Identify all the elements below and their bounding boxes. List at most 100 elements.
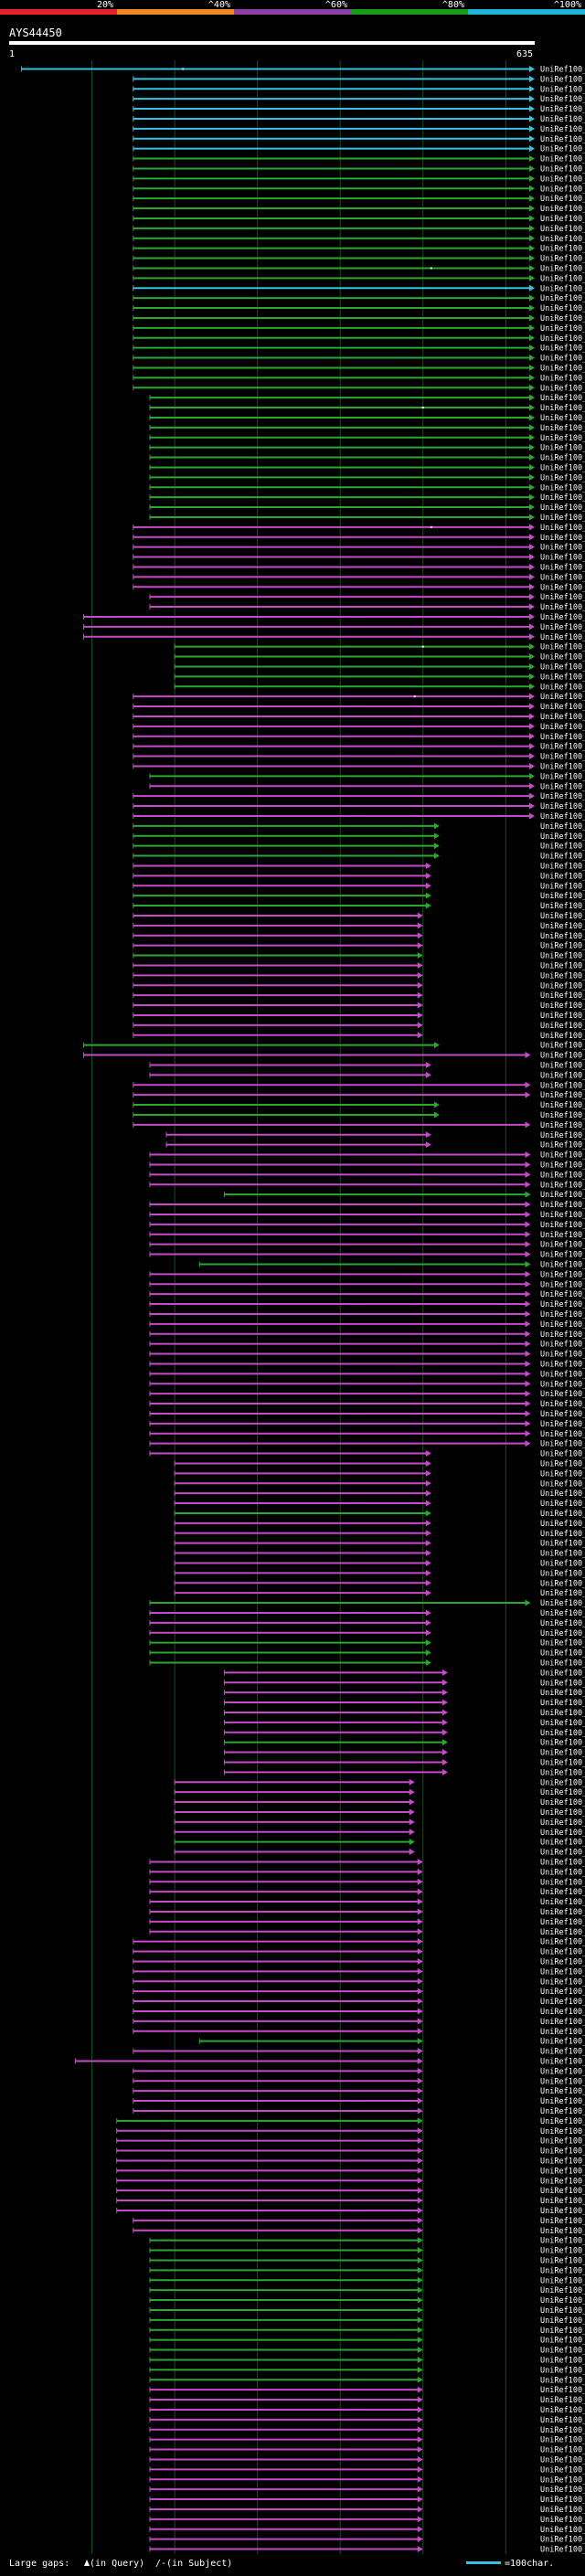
hit-label[interactable]: UniRef100_Q03640 xyxy=(540,1798,585,1807)
hit-label[interactable]: UniRef100_Q6CNU3 xyxy=(540,2217,585,2226)
hit-label[interactable]: UniRef100_A4QQ64 xyxy=(540,1410,585,1419)
hit-label[interactable]: UniRef100_C4P5D0 xyxy=(540,1081,585,1090)
hit-label[interactable]: UniRef100_A2QRA9 xyxy=(540,2207,585,2216)
hit-label[interactable]: UniRef100_C7SFW1 xyxy=(540,1370,585,1379)
hit-label[interactable]: UniRef100_A6Q915 xyxy=(540,1908,585,1917)
hit-label[interactable]: UniRef100_Q8LBV6 xyxy=(540,633,585,642)
hit-label[interactable]: UniRef100_A6LA19 xyxy=(540,2097,585,2106)
hit-label[interactable]: UniRef100_Q2F1R7 xyxy=(540,1888,585,1897)
hit-label[interactable]: UniRef100_UP1000... xyxy=(540,2077,585,2086)
hit-label[interactable]: UniRef100_C7G0U9 xyxy=(540,1569,585,1578)
hit-label[interactable]: UniRef100_B9A3Q1 xyxy=(540,374,585,383)
hit-label[interactable]: UniRef100_C5YG05 xyxy=(540,971,585,981)
hit-label[interactable]: UniRef100_A3AJP6 xyxy=(540,1002,585,1011)
hit-label[interactable]: UniRef100_UP1000... xyxy=(540,1430,585,1439)
hit-label[interactable]: UniRef100_C5DPX9 xyxy=(540,1510,585,1519)
hit-label[interactable]: UniRef100_A9S0E4 xyxy=(540,2167,585,2176)
hit-label[interactable]: UniRef100_B3LMU8 xyxy=(540,1788,585,1797)
hit-label[interactable]: UniRef100_A6ZXJ1 xyxy=(540,1808,585,1818)
hit-label[interactable]: UniRef100_C8VSE1 xyxy=(540,1341,585,1350)
hit-label[interactable]: UniRef100_B4FEW4 xyxy=(540,1012,585,1021)
hit-label[interactable]: UniRef100_Q2V8C2 xyxy=(540,235,585,244)
hit-label[interactable]: UniRef100_UP1000... xyxy=(540,1042,585,1051)
hit-label[interactable]: UniRef100_UP1000... xyxy=(540,1121,585,1130)
hit-label[interactable]: UniRef100_B4FEX6 xyxy=(540,424,585,433)
hit-label[interactable]: UniRef100_B4G0R6 xyxy=(540,314,585,323)
hit-label[interactable]: UniRef100_B6U4F3 xyxy=(540,304,585,313)
hit-label[interactable]: UniRef100_UP1000... xyxy=(540,2327,585,2336)
hit-label[interactable]: UniRef100_Q48955 xyxy=(540,164,585,174)
hit-label[interactable]: UniRef100_Q03878 xyxy=(540,2475,585,2485)
hit-label[interactable]: UniRef100_Q9LNV5 xyxy=(540,2227,585,2236)
hit-label[interactable]: UniRef100_Q0JCT9 xyxy=(540,463,585,472)
hit-label[interactable]: UniRef100_B6TS13 xyxy=(540,922,585,931)
hit-label[interactable]: UniRef100_UP1000... xyxy=(540,2347,585,2356)
hit-label[interactable]: UniRef100_B0YC37 xyxy=(540,1400,585,1409)
hit-label[interactable]: UniRef100_Q4S934 xyxy=(540,1988,585,1997)
hit-label[interactable]: UniRef100_C5E204 xyxy=(540,1719,585,1728)
hit-label[interactable]: UniRef100_B4FUH4 xyxy=(540,942,585,951)
hit-label[interactable]: UniRef100_B3I2R7 xyxy=(540,2157,585,2166)
hit-label[interactable]: UniRef100_UP1000... xyxy=(540,2306,585,2316)
hit-label[interactable]: UniRef100_Q10HZ7 xyxy=(540,643,585,652)
hit-label[interactable]: UniRef100_Q9FFU0 xyxy=(540,892,585,901)
hit-label[interactable]: UniRef100_Q9LJL7 xyxy=(540,65,585,74)
hit-label[interactable]: UniRef100_B2AB9N xyxy=(540,1201,585,1210)
hit-label[interactable]: UniRef100_UP1000... xyxy=(540,2337,585,2346)
hit-label[interactable]: UniRef100_C4JXF1 xyxy=(540,1390,585,1399)
hit-label[interactable]: UniRef100_B9RIE9 xyxy=(540,872,585,881)
hit-label[interactable]: UniRef100_B9N4W3 xyxy=(540,105,585,114)
hit-label[interactable]: UniRef100_Q6CJZ1 xyxy=(540,1489,585,1499)
hit-label[interactable]: UniRef100_Q9SZ39 xyxy=(540,981,585,991)
hit-label[interactable]: UniRef100_C1MJ12 xyxy=(540,1948,585,1957)
hit-label[interactable]: UniRef100_C5E3C3 xyxy=(540,1540,585,1549)
hit-label[interactable]: UniRef100_Q8VZ29 xyxy=(540,1071,585,1080)
hit-label[interactable]: UniRef100_C8Z6N0 xyxy=(540,1559,585,1568)
hit-label[interactable]: UniRef100_A7P0R8 xyxy=(540,563,585,572)
hit-label[interactable]: UniRef100_B4FLS2 xyxy=(540,324,585,334)
hit-label[interactable]: UniRef100_B9F0N4 xyxy=(540,514,585,523)
hit-label[interactable]: UniRef100_Q6C489 xyxy=(540,1469,585,1479)
hit-label[interactable]: UniRef100_A9TZW4 xyxy=(540,772,585,781)
hit-label[interactable]: UniRef100_Q9SQV8 xyxy=(540,2008,585,2017)
hit-label[interactable]: UniRef100_A9PG04 xyxy=(540,1111,585,1120)
hit-label[interactable]: UniRef100_B4JIH9 xyxy=(540,2197,585,2206)
hit-label[interactable]: UniRef100_B3S4P9 xyxy=(540,1858,585,1867)
hit-label[interactable]: UniRef100_Z5A0Q1 xyxy=(540,1639,585,1648)
hit-label[interactable]: UniRef100_B6KB14 xyxy=(540,2057,585,2066)
hit-label[interactable]: UniRef100_C7GUY4 xyxy=(540,1778,585,1787)
hit-label[interactable]: UniRef100_Q9LE84 xyxy=(540,912,585,921)
hit-label[interactable]: UniRef100_Q9LE81 xyxy=(540,175,585,184)
hit-label[interactable]: UniRef100_Q03251 xyxy=(540,2516,585,2525)
hit-label[interactable]: UniRef100_B4H4Z0 xyxy=(540,2416,585,2425)
hit-label[interactable]: UniRef100_C6H308 xyxy=(540,1221,585,1230)
hit-label[interactable]: UniRef100_Q0J148 xyxy=(540,345,585,354)
hit-label[interactable]: UniRef100_Q8LF19 xyxy=(540,75,585,84)
hit-label[interactable]: UniRef100_B8AKU6 xyxy=(540,603,585,612)
hit-label[interactable]: UniRef100_Q6YTH3 xyxy=(540,434,585,443)
hit-label[interactable]: UniRef100_C5P9A4 xyxy=(540,1380,585,1389)
hit-label[interactable]: UniRef100_UP1000... xyxy=(540,294,585,303)
hit-label[interactable]: UniRef100_Q4PE68 xyxy=(540,1729,585,1738)
hit-label[interactable]: UniRef100_B9ME76 xyxy=(540,1659,585,1668)
hit-label[interactable]: UniRef100_C1E2L1 xyxy=(540,1052,585,1061)
hit-label[interactable]: UniRef100_A1DN61 xyxy=(540,1420,585,1429)
hit-label[interactable]: UniRef100_B9FFF9 xyxy=(540,493,585,503)
hit-label[interactable]: UniRef100_B4F9Q0 xyxy=(540,1101,585,1110)
hit-label[interactable]: UniRef100_C4QLW1 xyxy=(540,2117,585,2126)
hit-label[interactable]: UniRef100_B9R7H3 xyxy=(540,264,585,273)
hit-label[interactable]: UniRef100_P93843 xyxy=(540,155,585,164)
hit-label[interactable]: UniRef100_B4KRI3 xyxy=(540,1977,585,1987)
hit-label[interactable]: UniRef100_Q4H9S9 xyxy=(540,2426,585,2435)
hit-label[interactable]: UniRef100_Q2GDE3 xyxy=(540,1749,585,1758)
hit-label[interactable]: UniRef100_B9MNV7 xyxy=(540,583,585,592)
hit-label[interactable]: UniRef100_A2ZU16 xyxy=(540,504,585,513)
hit-label[interactable]: UniRef100_C0NB22 xyxy=(540,1231,585,1240)
hit-label[interactable]: UniRef100_Q9SQV7 xyxy=(540,2018,585,2027)
hit-label[interactable]: UniRef100_C6TKV8 xyxy=(540,1957,585,1966)
hit-label[interactable]: UniRef100_Q0U176 xyxy=(540,1260,585,1269)
hit-label[interactable]: UniRef100_Q9SYF1 xyxy=(540,274,585,283)
hit-label[interactable]: UniRef100_Q9FX88 xyxy=(540,115,585,124)
hit-label[interactable]: UniRef100_A9NWA0 xyxy=(540,414,585,423)
hit-label[interactable]: UniRef100_B6K0L7 xyxy=(540,1669,585,1678)
